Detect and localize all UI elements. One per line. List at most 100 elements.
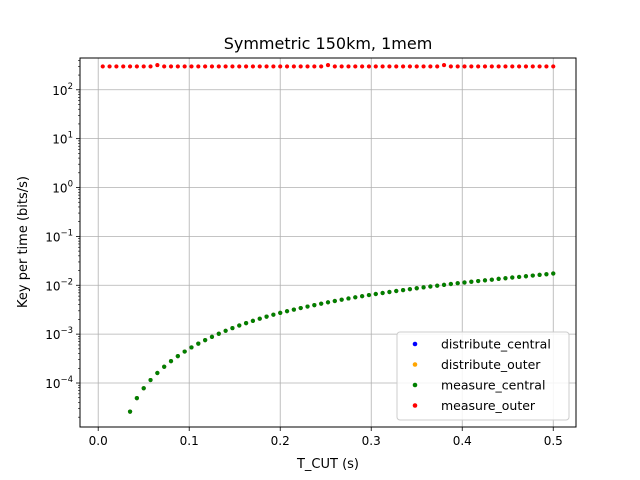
data-point [373,64,378,69]
data-point [216,64,221,69]
data-point [257,64,262,69]
data-point [284,309,290,314]
data-point [209,64,215,69]
data-point [455,64,460,69]
legend-label: measure_central [441,378,545,393]
data-point [250,318,256,323]
data-point [387,289,392,295]
data-point [203,338,208,343]
data-point [421,64,426,69]
x-tick-label: 0.2 [271,434,290,448]
data-point [387,64,392,69]
data-point [476,64,481,69]
data-point [407,287,413,292]
data-point [441,282,447,287]
data-point [503,276,508,281]
data-point [407,64,413,69]
data-point [469,279,474,284]
data-point [332,298,337,304]
x-tick-label: 0.3 [362,434,381,448]
data-point [209,334,215,339]
data-point [216,331,221,336]
legend-label: distribute_central [441,337,551,352]
data-point [530,64,535,69]
data-point [448,64,453,69]
data-point [360,294,365,299]
legend: distribute_central distribute_outermeasur… [396,331,570,421]
data-point [141,64,146,69]
data-point [121,64,126,69]
x-tick-label: 0.5 [544,434,563,448]
data-point [298,305,303,311]
data-point [223,328,228,333]
data-point [332,64,337,69]
data-point [339,64,344,69]
data-point [196,341,201,346]
data-point [510,275,515,280]
data-point [237,64,242,69]
data-point [489,64,494,69]
data-point [291,64,296,69]
data-point [414,64,419,69]
data-point [203,64,208,69]
data-point [523,274,529,279]
data-point [312,302,317,308]
data-point [346,64,351,69]
data-point [394,64,399,69]
data-point [489,277,494,282]
data-point [476,278,481,284]
x-axis: 0.0 0.1 0.2 0.3 0.4 0.5 [89,427,563,448]
data-point [366,292,372,298]
series-measure_outer [100,62,556,69]
legend-label: distribute_outer [441,357,541,372]
data-point [127,409,133,414]
data-point [448,281,453,287]
data-point [523,64,529,69]
data-point [496,276,501,281]
data-point [544,272,549,277]
data-point [175,64,180,69]
data-point [400,287,406,293]
series-measure_central [127,271,556,414]
data-point [366,64,372,69]
data-point [243,321,249,326]
data-point [462,64,467,69]
data-point [305,64,310,69]
data-point [134,396,139,401]
data-point [264,314,269,319]
data-point [482,278,488,283]
plot-frame [79,57,577,428]
data-point [168,359,174,364]
legend-marker [412,382,418,388]
data-point [462,280,467,285]
data-point [503,64,508,69]
data-point [551,64,556,69]
y-axis-label: Key per time (bits/s) [16,176,31,308]
marks-layer [100,62,556,414]
data-point [155,370,160,376]
data-point [455,281,460,286]
data-point [435,283,440,288]
x-tick-label: 0.1 [180,434,199,448]
data-point [428,284,433,289]
data-point [319,301,324,306]
legend-box [396,331,570,421]
x-tick-label: 0.4 [453,434,472,448]
data-point [175,354,180,359]
data-point [257,316,262,321]
legend-marker [412,362,418,367]
data-point [482,64,488,69]
legend-marker [412,341,418,347]
data-point [189,64,194,69]
data-point [517,64,522,69]
data-point [421,285,426,290]
data-point [250,64,256,69]
data-point [373,291,378,297]
data-point [510,64,515,69]
data-point [264,64,269,69]
data-point [353,295,358,300]
data-point [182,64,187,69]
data-point [134,64,139,69]
data-point [230,64,235,69]
data-point [441,62,447,68]
